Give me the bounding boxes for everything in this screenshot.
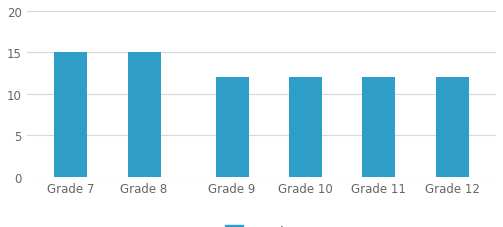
Bar [54,53,87,177]
Bar [362,78,395,177]
Bar [436,78,469,177]
Bar [215,78,248,177]
Bar [128,53,160,177]
Bar [289,78,322,177]
Legend: Grades: Grades [219,220,303,227]
